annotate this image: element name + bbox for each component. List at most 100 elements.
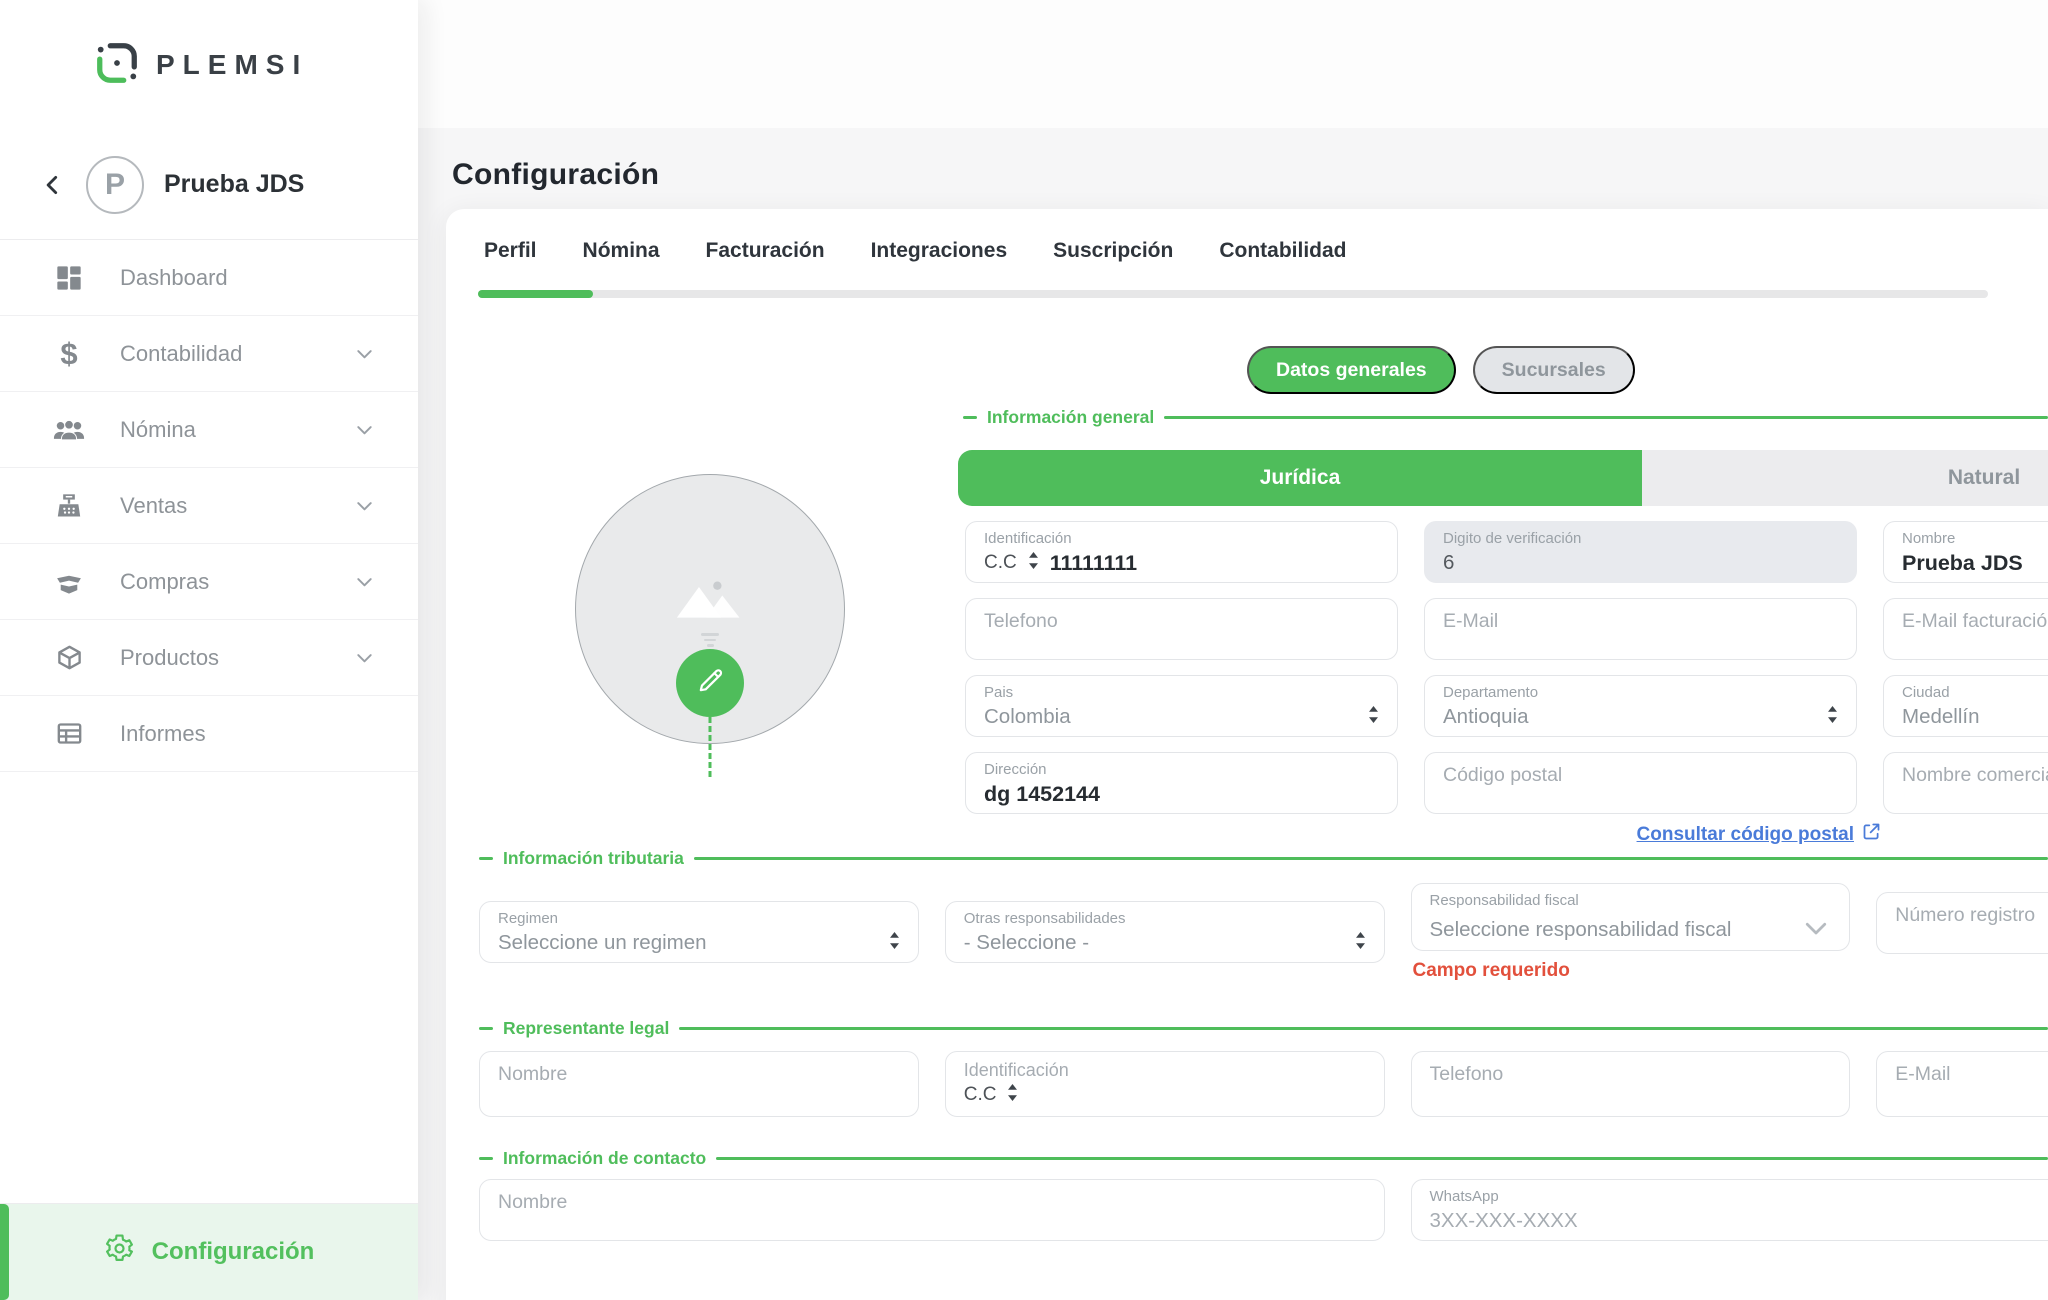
- nombre-comercial-input[interactable]: [1902, 764, 2048, 787]
- ciudad-select[interactable]: [1902, 705, 2048, 729]
- sidebar-item-label: Productos: [120, 645, 219, 671]
- field-numero-registro[interactable]: [1876, 892, 2048, 954]
- responsabilidad-fiscal-select[interactable]: [1430, 918, 1791, 942]
- company-name: Prueba JDS: [164, 170, 304, 199]
- company-logo-uploader[interactable]: [575, 474, 845, 744]
- otras-responsabilidades-select[interactable]: [964, 931, 1344, 955]
- field-ciudad[interactable]: Ciudad: [1883, 675, 2048, 737]
- telefono-input[interactable]: [984, 610, 1379, 633]
- doc-type-select[interactable]: C.C: [964, 1084, 997, 1106]
- chevron-down-icon: [353, 570, 376, 593]
- sidebar-item-dashboard[interactable]: Dashboard: [0, 240, 418, 316]
- section-informacion-contacto: Información de contacto: [479, 1148, 2048, 1169]
- sidebar-item-label: Informes: [120, 721, 206, 747]
- person-type-toggle: Jurídica Natural: [958, 450, 2048, 506]
- sidebar-item-informes[interactable]: Informes: [0, 696, 418, 772]
- codigo-postal-input[interactable]: [1443, 764, 1838, 787]
- field-telefono[interactable]: [965, 598, 1398, 660]
- field-whatsapp[interactable]: WhatsApp: [1411, 1179, 2048, 1241]
- chevron-down-icon: [353, 494, 376, 517]
- departamento-select[interactable]: [1443, 705, 1816, 729]
- field-regimen[interactable]: Regimen: [479, 901, 919, 963]
- field-rep-email[interactable]: [1876, 1051, 2048, 1117]
- updown-arrows-icon[interactable]: [1007, 1084, 1018, 1106]
- field-codigo-postal[interactable]: [1424, 752, 1857, 814]
- sidebar-item-compras[interactable]: Compras: [0, 544, 418, 620]
- dashed-connector: [709, 717, 712, 777]
- open-box-icon: [52, 568, 86, 596]
- consultar-codigo-postal-link[interactable]: Consultar código postal: [1637, 821, 1882, 848]
- chevron-down-icon: [353, 646, 376, 669]
- field-email[interactable]: [1424, 598, 1857, 660]
- email-input[interactable]: [1443, 610, 1838, 633]
- doc-type-select[interactable]: C.C: [984, 552, 1017, 574]
- company-avatar[interactable]: P: [86, 156, 144, 214]
- rep-email-input[interactable]: [1895, 1063, 2048, 1086]
- field-identificacion[interactable]: Identificación C.C: [965, 521, 1398, 583]
- updown-arrows-icon[interactable]: [1368, 706, 1379, 728]
- rep-telefono-input[interactable]: [1430, 1063, 1832, 1086]
- field-pais[interactable]: Pais: [965, 675, 1398, 737]
- toggle-natural[interactable]: Natural: [1642, 450, 2048, 506]
- field-rep-identificacion[interactable]: Identificación C.C: [945, 1051, 1385, 1117]
- toggle-juridica[interactable]: Jurídica: [958, 450, 1642, 506]
- company-switcher: P Prueba JDS: [0, 130, 418, 240]
- rep-nombre-input[interactable]: [498, 1063, 900, 1086]
- plemsi-logo-text: PLEMSI: [156, 49, 308, 81]
- legend-line: [1164, 416, 2048, 419]
- regimen-select[interactable]: [498, 931, 878, 955]
- numero-registro-input[interactable]: [1895, 904, 2048, 927]
- field-otras-responsabilidades[interactable]: Otras responsabilidades: [945, 901, 1385, 963]
- chevron-down-icon[interactable]: [1801, 913, 1831, 948]
- field-nombre[interactable]: Nombre: [1883, 521, 2048, 583]
- back-chevron-icon[interactable]: [40, 172, 66, 198]
- tab-perfil[interactable]: Perfil: [484, 239, 537, 263]
- datos-generales-button[interactable]: Datos generales: [1247, 346, 1456, 394]
- sidebar-item-productos[interactable]: Productos: [0, 620, 418, 696]
- field-responsabilidad-fiscal[interactable]: Responsabilidad fiscal: [1411, 883, 1851, 951]
- field-rep-nombre[interactable]: [479, 1051, 919, 1117]
- tab-contabilidad[interactable]: Contabilidad: [1219, 239, 1346, 263]
- updown-arrows-icon[interactable]: [1827, 706, 1838, 728]
- field-label: Digito de verificación: [1443, 529, 1838, 549]
- field-nombre-comercial[interactable]: [1883, 752, 2048, 814]
- sidebar-item-ventas[interactable]: Ventas: [0, 468, 418, 544]
- pais-select[interactable]: [984, 705, 1357, 729]
- identificacion-input[interactable]: [1050, 551, 1379, 576]
- tab-nomina[interactable]: Nómina: [583, 239, 660, 263]
- sidebar-item-contabilidad[interactable]: $ Contabilidad: [0, 316, 418, 392]
- link-label: Consultar código postal: [1637, 824, 1854, 846]
- email-facturacion-input[interactable]: [1902, 610, 2048, 633]
- digito-input: [1443, 551, 1838, 575]
- image-placeholder-icon: [667, 571, 753, 630]
- form-row-representante: Identificación C.C: [479, 1051, 2048, 1117]
- sidebar-item-label: Ventas: [120, 493, 187, 519]
- updown-arrows-icon[interactable]: [1028, 552, 1039, 574]
- field-contacto-nombre[interactable]: [479, 1179, 1385, 1241]
- field-email-facturacion[interactable]: [1883, 598, 2048, 660]
- legend-dash: [963, 416, 977, 419]
- field-label: Identificación: [984, 529, 1379, 549]
- field-direccion[interactable]: Dirección: [965, 752, 1398, 814]
- direccion-input[interactable]: [984, 782, 1379, 807]
- sidebar-item-configuracion[interactable]: Configuración: [0, 1203, 418, 1300]
- field-rep-telefono[interactable]: [1411, 1051, 1851, 1117]
- contacto-nombre-input[interactable]: [498, 1191, 1366, 1214]
- whatsapp-input[interactable]: [1430, 1209, 2048, 1233]
- tab-facturacion[interactable]: Facturación: [706, 239, 825, 263]
- settings-tabs: Perfil Nómina Facturación Integraciones …: [484, 239, 1347, 263]
- updown-arrows-icon[interactable]: [1355, 932, 1366, 954]
- updown-arrows-icon[interactable]: [889, 932, 900, 954]
- sucursales-button[interactable]: Sucursales: [1473, 346, 1635, 394]
- tab-suscripcion[interactable]: Suscripción: [1053, 239, 1173, 263]
- edit-logo-button[interactable]: [676, 649, 744, 717]
- field-departamento[interactable]: Departamento: [1424, 675, 1857, 737]
- field-label: Departamento: [1443, 683, 1838, 703]
- field-label: Pais: [984, 683, 1379, 703]
- sidebar-item-nomina[interactable]: Nómina: [0, 392, 418, 468]
- field-label: Dirección: [984, 760, 1379, 780]
- sidebar-item-label: Nómina: [120, 417, 196, 443]
- form-row-contacto: WhatsApp: [479, 1179, 2048, 1241]
- tab-integraciones[interactable]: Integraciones: [871, 239, 1008, 263]
- nombre-input[interactable]: [1902, 551, 2048, 576]
